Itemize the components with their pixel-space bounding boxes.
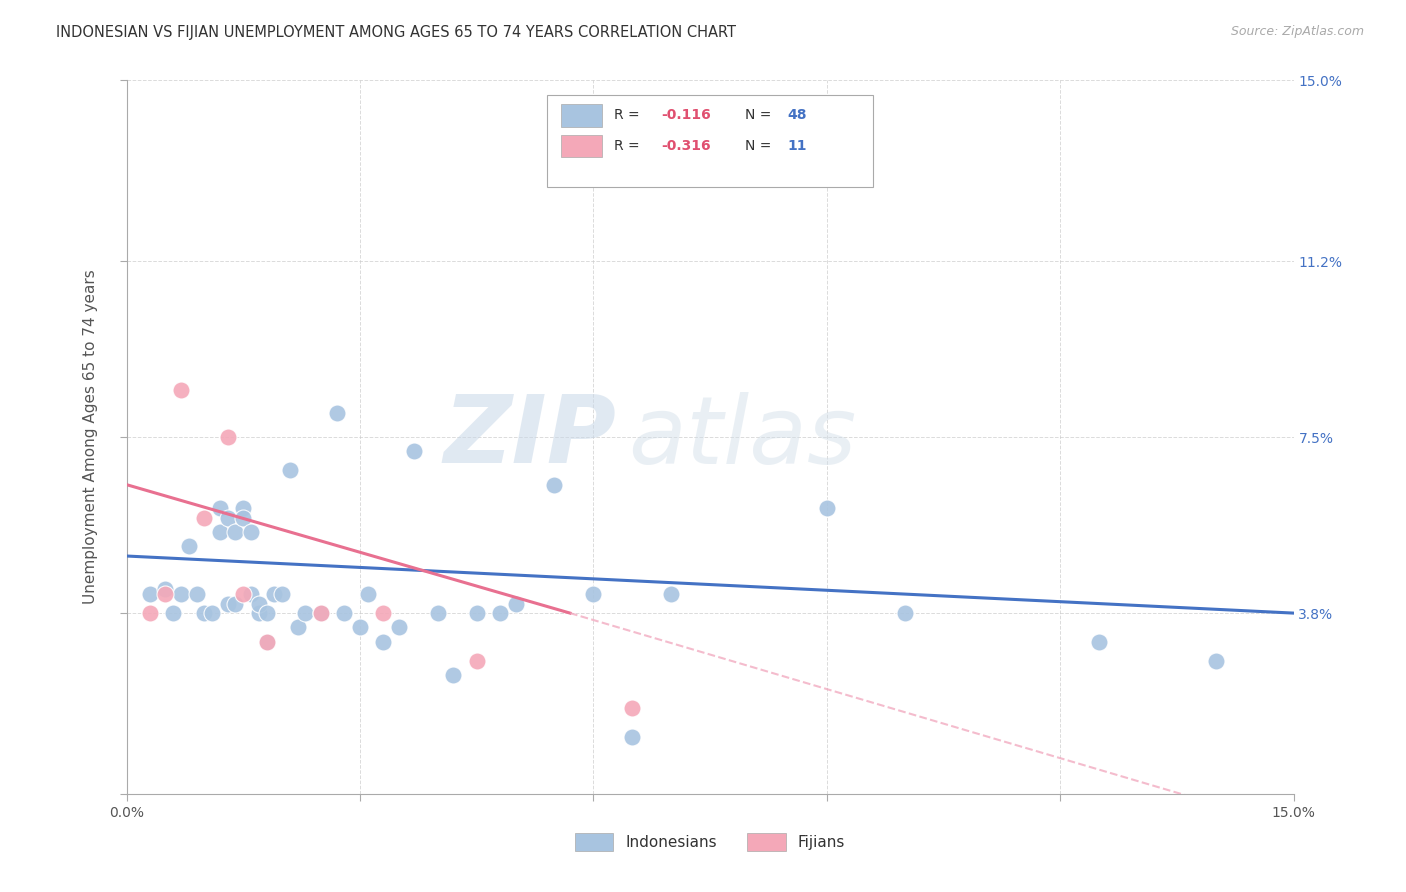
Point bbox=[489, 606, 512, 620]
Text: R =: R = bbox=[614, 139, 644, 153]
Point bbox=[217, 597, 239, 611]
Point bbox=[294, 606, 316, 620]
FancyBboxPatch shape bbox=[547, 95, 873, 187]
Point bbox=[404, 444, 426, 458]
Point bbox=[287, 620, 309, 634]
Point bbox=[263, 587, 285, 601]
Point bbox=[217, 430, 239, 444]
Text: 11: 11 bbox=[787, 139, 807, 153]
Point bbox=[208, 501, 231, 516]
Text: N =: N = bbox=[745, 108, 776, 121]
Point bbox=[278, 463, 301, 477]
Point bbox=[357, 587, 380, 601]
Point bbox=[186, 587, 208, 601]
Point bbox=[1205, 654, 1227, 668]
Point bbox=[139, 606, 162, 620]
Point bbox=[582, 587, 605, 601]
Point bbox=[224, 525, 246, 540]
Point bbox=[177, 540, 200, 554]
Point bbox=[256, 634, 278, 648]
Text: ZIP: ZIP bbox=[444, 391, 617, 483]
Point bbox=[271, 587, 294, 601]
Point bbox=[659, 587, 682, 601]
Text: -0.316: -0.316 bbox=[661, 139, 710, 153]
Point bbox=[232, 587, 254, 601]
Point bbox=[224, 597, 246, 611]
Point bbox=[373, 606, 395, 620]
Text: Source: ZipAtlas.com: Source: ZipAtlas.com bbox=[1230, 25, 1364, 38]
Point bbox=[621, 701, 644, 715]
Point bbox=[155, 587, 177, 601]
Point bbox=[217, 511, 239, 525]
Point bbox=[309, 606, 332, 620]
Point bbox=[232, 511, 254, 525]
Point bbox=[193, 606, 215, 620]
Text: atlas: atlas bbox=[628, 392, 856, 483]
Point bbox=[465, 606, 488, 620]
Point bbox=[256, 634, 278, 648]
Point bbox=[1088, 634, 1111, 648]
Point bbox=[621, 730, 644, 744]
Point bbox=[170, 383, 193, 397]
Point bbox=[201, 606, 224, 620]
Point bbox=[232, 501, 254, 516]
Point bbox=[162, 606, 184, 620]
Point bbox=[893, 606, 915, 620]
Text: N =: N = bbox=[745, 139, 776, 153]
Point bbox=[465, 654, 488, 668]
Point bbox=[247, 597, 270, 611]
Legend: Indonesians, Fijians: Indonesians, Fijians bbox=[568, 827, 852, 857]
Text: 48: 48 bbox=[787, 108, 807, 121]
Point bbox=[373, 634, 395, 648]
Point bbox=[193, 511, 215, 525]
Text: INDONESIAN VS FIJIAN UNEMPLOYMENT AMONG AGES 65 TO 74 YEARS CORRELATION CHART: INDONESIAN VS FIJIAN UNEMPLOYMENT AMONG … bbox=[56, 25, 737, 40]
Point bbox=[247, 606, 270, 620]
Point bbox=[543, 477, 565, 491]
Point bbox=[240, 587, 263, 601]
Point bbox=[309, 606, 332, 620]
Point bbox=[170, 587, 193, 601]
Text: R =: R = bbox=[614, 108, 644, 121]
FancyBboxPatch shape bbox=[561, 135, 602, 157]
Point bbox=[441, 668, 464, 682]
Point bbox=[240, 525, 263, 540]
Point bbox=[349, 620, 371, 634]
Point bbox=[815, 501, 838, 516]
Text: -0.116: -0.116 bbox=[661, 108, 711, 121]
Point bbox=[325, 406, 347, 420]
Point bbox=[426, 606, 449, 620]
Point bbox=[505, 597, 527, 611]
Point bbox=[256, 606, 278, 620]
Point bbox=[388, 620, 411, 634]
Point bbox=[208, 525, 231, 540]
FancyBboxPatch shape bbox=[561, 103, 602, 127]
Point bbox=[333, 606, 356, 620]
Point bbox=[155, 582, 177, 597]
Y-axis label: Unemployment Among Ages 65 to 74 years: Unemployment Among Ages 65 to 74 years bbox=[83, 269, 98, 605]
Point bbox=[139, 587, 162, 601]
